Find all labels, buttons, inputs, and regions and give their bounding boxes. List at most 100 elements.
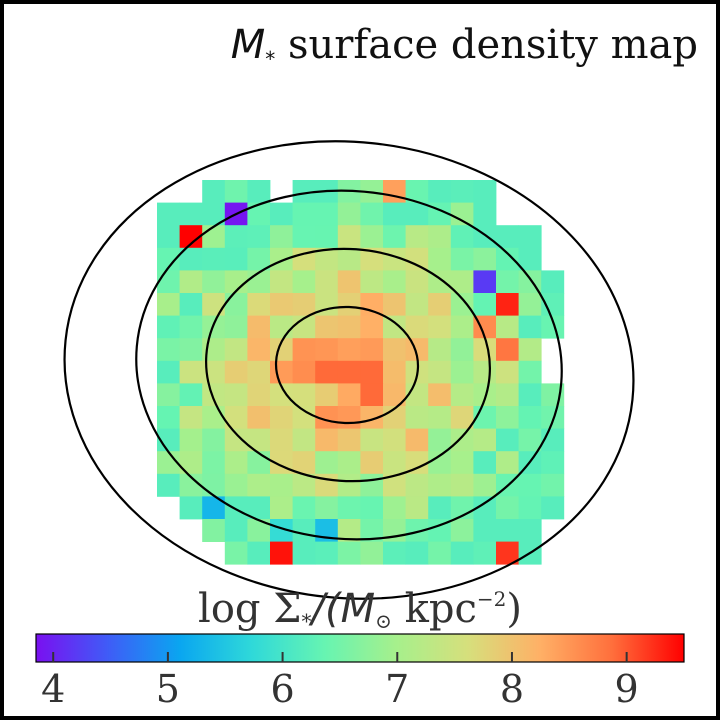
heatmap-cell xyxy=(315,428,339,452)
heatmap-cell xyxy=(450,247,474,271)
heatmap-cell xyxy=(224,338,248,362)
heatmap-cell xyxy=(157,406,180,429)
heatmap-cell xyxy=(292,541,316,565)
heatmap-cell xyxy=(405,202,429,226)
heatmap-cell xyxy=(202,473,226,497)
heatmap-cell xyxy=(292,338,316,362)
heatmap-cell xyxy=(157,428,180,452)
heatmap-cell xyxy=(450,225,474,249)
heatmap-cell xyxy=(450,293,474,316)
heatmap-cell xyxy=(224,315,248,339)
heatmap-cell xyxy=(315,383,339,407)
heatmap-cell xyxy=(270,225,293,249)
heatmap-cell xyxy=(337,383,361,407)
heatmap-cell xyxy=(202,383,226,407)
heatmap-cell xyxy=(270,541,293,565)
heatmap-cell xyxy=(428,496,452,520)
heatmap-cell xyxy=(428,247,452,271)
heatmap-cell xyxy=(157,225,180,249)
heatmap-cell xyxy=(518,225,542,249)
heatmap-cell xyxy=(337,270,361,294)
heatmap-cell xyxy=(270,270,293,294)
heatmap-cell xyxy=(337,293,361,316)
heatmap-cell xyxy=(157,315,180,339)
heatmap-cell xyxy=(292,473,316,497)
heatmap-cell xyxy=(450,451,474,475)
heatmap-cell xyxy=(383,293,406,316)
heatmap-cell xyxy=(247,451,271,475)
heatmap-cell xyxy=(383,315,406,339)
heatmap-cell xyxy=(518,383,542,407)
colorbar-label: log Σ*/(M⊙ kpc−2) xyxy=(0,586,720,633)
heatmap-cell xyxy=(224,293,248,316)
heatmap-cell xyxy=(496,428,519,452)
heatmap-cell xyxy=(360,247,384,271)
colorbar-tick-label: 5 xyxy=(156,667,180,711)
heatmap-cell xyxy=(292,451,316,475)
contour-outer xyxy=(63,140,635,600)
heatmap-cell xyxy=(473,383,497,407)
heatmap-cell xyxy=(270,428,293,452)
heatmap-cell xyxy=(405,180,429,203)
heatmap-cell xyxy=(270,496,293,520)
heatmap-cell xyxy=(157,202,180,226)
heatmap-cell xyxy=(247,315,271,339)
heatmap-cell xyxy=(157,247,180,271)
heatmap-cell xyxy=(405,519,429,542)
cb-label-close: ) xyxy=(506,586,522,632)
heatmap-cell xyxy=(450,315,474,339)
heatmap-cell xyxy=(405,315,429,339)
heatmap-cell xyxy=(473,293,497,316)
heatmap-cell xyxy=(224,247,248,271)
heatmap-cell xyxy=(383,473,406,497)
cb-label-unit-rest: kpc xyxy=(391,586,477,632)
heatmap-cell xyxy=(292,383,316,407)
heatmap-cell xyxy=(224,406,248,429)
heatmap-cell xyxy=(337,315,361,339)
heatmap-cell xyxy=(292,293,316,316)
heatmap-cell xyxy=(383,270,406,294)
heatmap-cell xyxy=(270,315,293,339)
contour-second xyxy=(135,189,563,541)
heatmap-cell xyxy=(315,293,339,316)
heatmap-cell xyxy=(541,496,565,520)
heatmap-cell xyxy=(473,247,497,271)
heatmap-cell xyxy=(157,473,180,497)
heatmap-cell xyxy=(496,315,519,339)
heatmap-cell xyxy=(292,270,316,294)
heatmap-cell xyxy=(518,338,542,362)
heatmap-cell xyxy=(360,541,384,565)
heatmap-cell xyxy=(247,406,271,429)
heatmap-cell xyxy=(292,247,316,271)
heatmap-cell xyxy=(496,496,519,520)
heatmap-cell xyxy=(518,428,542,452)
heatmap-cell xyxy=(405,451,429,475)
heatmap-cell xyxy=(496,519,519,542)
heatmap-cell xyxy=(337,225,361,249)
contour-third xyxy=(205,247,491,483)
cb-label-unit-sub: ⊙ xyxy=(375,609,392,633)
heatmap-cell xyxy=(360,202,384,226)
heatmap-cell xyxy=(315,496,339,520)
heatmap-cell xyxy=(518,496,542,520)
heatmap-cell xyxy=(450,383,474,407)
heatmap-cell xyxy=(473,360,497,384)
heatmap-cell xyxy=(179,360,203,384)
heatmap-cell xyxy=(337,519,361,542)
cb-label-exp: −2 xyxy=(476,587,507,611)
heatmap-cell xyxy=(292,428,316,452)
heatmap-cell xyxy=(518,406,542,429)
heatmap-cell xyxy=(270,247,293,271)
heatmap-cell xyxy=(337,360,361,384)
heatmap-cell xyxy=(224,519,248,542)
heatmap-cell xyxy=(518,360,542,384)
heatmap-cell xyxy=(337,428,361,452)
heatmap-cell xyxy=(428,180,452,203)
heatmap-cell xyxy=(428,383,452,407)
heatmap-cell xyxy=(383,496,406,520)
heatmap-cell xyxy=(179,270,203,294)
heatmap-cell xyxy=(315,225,339,249)
heatmap-cell xyxy=(292,360,316,384)
heatmap-cell xyxy=(224,541,248,565)
heatmap-cell xyxy=(383,451,406,475)
